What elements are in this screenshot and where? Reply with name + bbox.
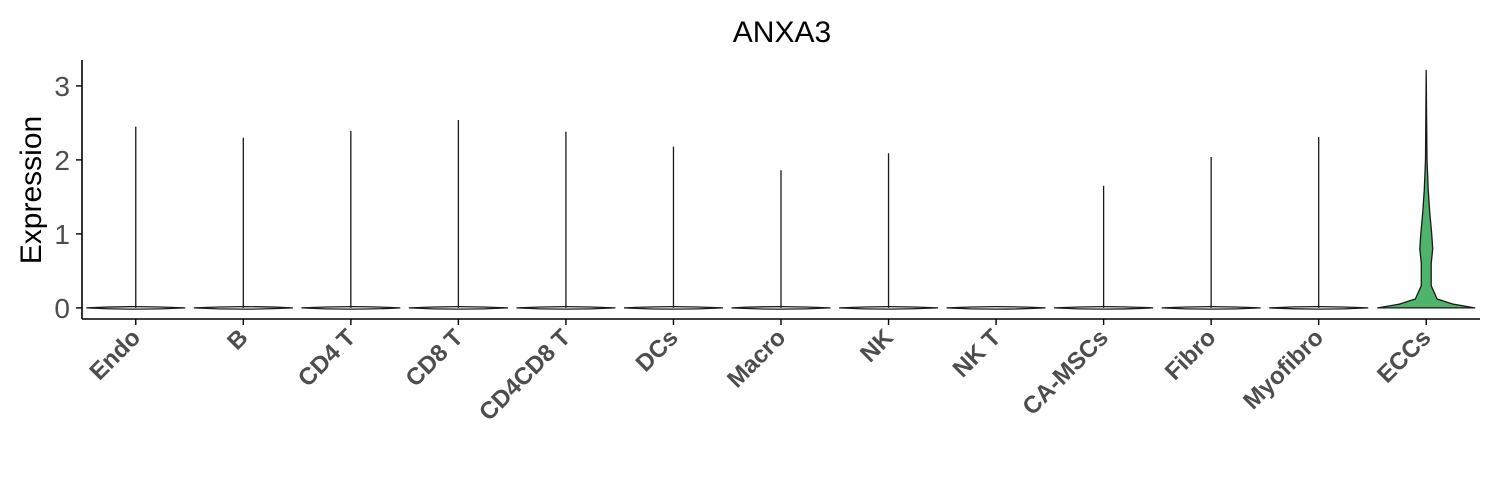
- x-tick-label: Macro: [722, 324, 791, 393]
- y-tick-label: 1: [54, 219, 70, 250]
- y-axis-label: Expression: [15, 116, 48, 264]
- x-tick-label: CA-MSCs: [1017, 324, 1113, 420]
- x-tick-label: NK T: [948, 324, 1007, 383]
- x-tick-label: Endo: [84, 324, 146, 386]
- violin-nk-t: [946, 306, 1046, 310]
- violin-eccs: [1377, 69, 1476, 309]
- x-tick-label: CD8 T: [401, 324, 469, 392]
- y-tick-label: 0: [54, 293, 70, 324]
- x-tick-label: CD4 T: [293, 324, 361, 392]
- x-tick-label: NK: [855, 324, 899, 368]
- x-tick-label: CD4CD8 T: [474, 324, 576, 426]
- axes: 0 1 2 3 Endo B CD4 T CD8 T CD4CD8 T DCs Macro NK NK …: [54, 60, 1480, 426]
- x-tick-label: Fibro: [1160, 324, 1222, 386]
- x-tick-label: DCs: [631, 324, 684, 377]
- x-tick-label: Myofibro: [1238, 324, 1329, 415]
- x-tick-label: B: [222, 324, 253, 355]
- y-tick-label: 3: [54, 71, 70, 102]
- y-tick-label: 2: [54, 145, 70, 176]
- plot-area: [86, 69, 1476, 310]
- x-tick-label: ECCs: [1372, 324, 1436, 388]
- chart-title: ANXA3: [733, 16, 831, 49]
